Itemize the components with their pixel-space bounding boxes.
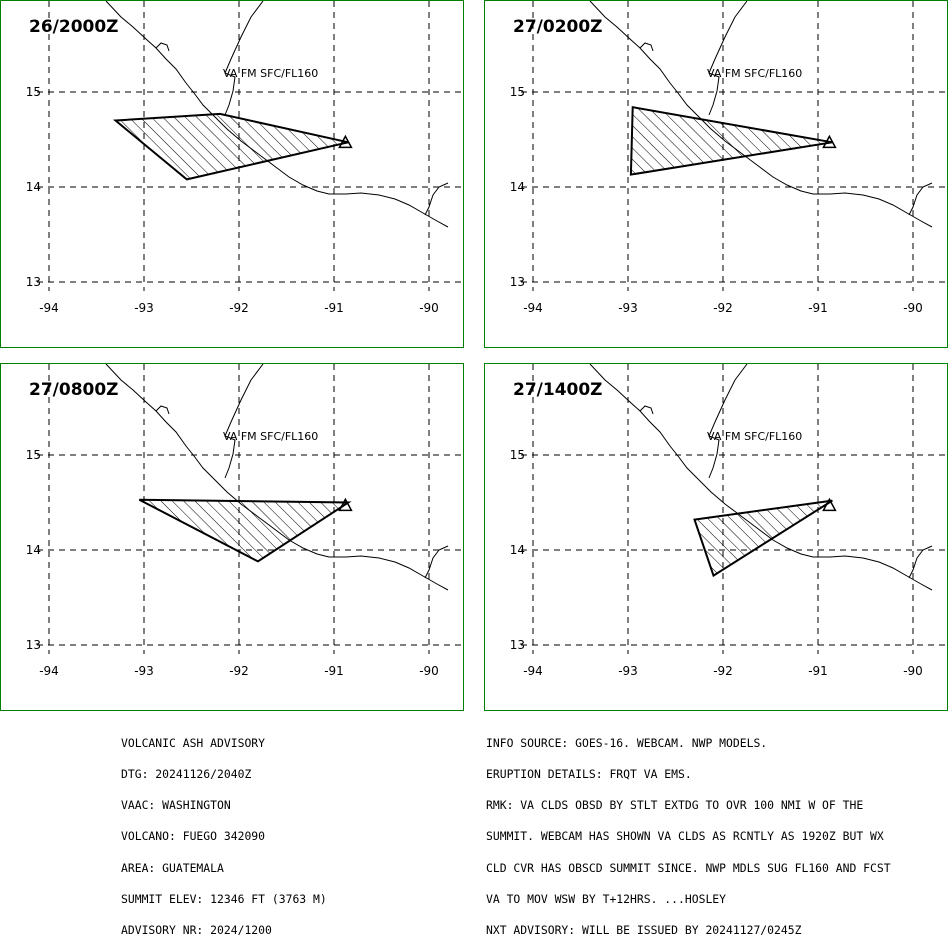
advisory-remarks-text: INFO SOURCE: GOES-16. WEBCAM. NWP MODELS…: [486, 717, 891, 946]
country-border: [908, 545, 933, 579]
lat-tick-label: 13: [26, 275, 41, 289]
panel-time-label: 27/0800Z: [29, 380, 119, 400]
volcano-icon: [338, 497, 353, 512]
advisory-line: VOLCANIC ASH ADVISORY: [121, 735, 266, 750]
lon-tick-label: -94: [523, 664, 543, 678]
ash-cloud-polygon: [693, 499, 833, 578]
lat-tick-label: 14: [510, 543, 525, 557]
country-border: [708, 364, 748, 479]
country-border: [224, 364, 264, 479]
lon-tick-label: -94: [39, 664, 59, 678]
lat-tick-label: 15: [510, 448, 525, 462]
lon-tick-label: -90: [419, 664, 439, 678]
lon-tick-label: -92: [229, 301, 249, 315]
lat-tick-label: 14: [510, 180, 525, 194]
lat-tick-label: 15: [26, 448, 41, 462]
lon-tick-label: -94: [523, 301, 543, 315]
coastline: [105, 1, 449, 228]
ash-cloud-polygon: [112, 112, 349, 181]
lat-tick-label: 13: [510, 638, 525, 652]
ash-cloud-polygon: [629, 106, 833, 176]
lat-tick-label: 13: [510, 275, 525, 289]
ash-cloud-polygon: [138, 498, 352, 563]
advisory-line: ADVISORY NR: 2024/1200: [121, 923, 272, 938]
ash-level-label: VA FM SFC/FL160: [223, 67, 318, 80]
lat-tick-label: 15: [26, 85, 41, 99]
panel-time-label: 27/1400Z: [513, 380, 603, 400]
lon-tick-label: -92: [713, 301, 733, 315]
coastline: [105, 364, 449, 591]
ash-level-label: VA FM SFC/FL160: [707, 67, 802, 80]
lon-tick-label: -90: [419, 301, 439, 315]
lat-tick-label: 14: [26, 180, 41, 194]
panel-time-label: 26/2000Z: [29, 17, 119, 37]
lon-tick-label: -92: [229, 664, 249, 678]
advisory-line: VOLCANO: FUEGO 342090: [121, 829, 266, 844]
country-border: [424, 545, 449, 579]
country-border: [708, 1, 748, 116]
advisory-line: ERUPTION DETAILS: FRQT VA EMS.: [486, 767, 692, 782]
lon-tick-label: -91: [324, 664, 344, 678]
coastline: [639, 405, 654, 415]
advisory-line: SUMMIT ELEV: 12346 FT (3763 M): [121, 891, 327, 906]
advisory-line: RMK: VA CLDS OBSD BY STLT EXTDG TO OVR 1…: [486, 798, 864, 813]
advisory-line: INFO SOURCE: GOES-16. WEBCAM. NWP MODELS…: [486, 735, 768, 750]
advisory-line: AREA: GUATEMALA: [121, 860, 224, 875]
map-canvas: VA FM SFC/FL160 -94 -93 -92 -91 -90 15 14 13: [26, 1, 465, 315]
lon-tick-label: -94: [39, 301, 59, 315]
country-border: [908, 182, 933, 216]
lat-tick-label: 14: [26, 543, 41, 557]
advisory-header-text: VOLCANIC ASH ADVISORY DTG: 20241126/2040…: [121, 717, 327, 946]
lon-tick-label: -91: [808, 301, 828, 315]
advisory-line: NXT ADVISORY: WILL BE ISSUED BY 20241127…: [486, 923, 802, 938]
lat-tick-label: 15: [510, 85, 525, 99]
advisory-line: VA TO MOV WSW BY T+12HRS. ...HOSLEY: [486, 891, 727, 906]
advisory-line: DTG: 20241126/2040Z: [121, 767, 252, 782]
lon-tick-label: -91: [324, 301, 344, 315]
lon-tick-label: -93: [618, 664, 638, 678]
lon-tick-label: -93: [134, 301, 154, 315]
lon-tick-label: -93: [134, 664, 154, 678]
lon-tick-label: -93: [618, 301, 638, 315]
volcano-icon: [822, 497, 837, 512]
volcano-icon: [338, 134, 353, 149]
advisory-line: SUMMIT. WEBCAM HAS SHOWN VA CLDS AS RCNT…: [486, 829, 884, 844]
map-canvas: VA FM SFC/FL160 -94 -93 -92 -91 -90 15 14 13: [510, 364, 949, 678]
coastline: [155, 405, 170, 415]
ash-level-label: VA FM SFC/FL160: [707, 430, 802, 443]
coastline: [589, 364, 933, 591]
lon-tick-label: -91: [808, 664, 828, 678]
advisory-line: VAAC: WASHINGTON: [121, 798, 231, 813]
map-canvas: VA FM SFC/FL160 -94 -93 -92 -91 -90 15 14 13: [510, 1, 949, 315]
advisory-line: CLD CVR HAS OBSCD SUMMIT SINCE. NWP MDLS…: [486, 860, 891, 875]
country-border: [424, 182, 449, 216]
map-panel-3: VA FM SFC/FL160 -94 -93 -92 -91 -90 15 14 13 27/…: [0, 363, 465, 711]
country-border: [224, 1, 264, 116]
volcano-icon: [822, 134, 837, 149]
map-canvas: VA FM SFC/FL160 -94 -93 -92 -91 -90 15 14 13: [26, 364, 465, 678]
panel-time-label: 27/0200Z: [513, 17, 603, 37]
ash-level-label: VA FM SFC/FL160: [223, 430, 318, 443]
lon-tick-label: -90: [903, 301, 923, 315]
lat-tick-label: 13: [26, 638, 41, 652]
coastline: [155, 42, 170, 52]
lon-tick-label: -90: [903, 664, 923, 678]
coastline: [639, 42, 654, 52]
map-panel-1: VA FM SFC/FL160 -94 -93 -92 -91 -90 15 14 13 26/…: [0, 0, 465, 348]
map-panel-4: VA FM SFC/FL160 -94 -93 -92 -91 -90 15 14 13 27/…: [484, 363, 949, 711]
map-panel-2: VA FM SFC/FL160 -94 -93 -92 -91 -90 15 14 13 27/…: [484, 0, 949, 348]
lon-tick-label: -92: [713, 664, 733, 678]
